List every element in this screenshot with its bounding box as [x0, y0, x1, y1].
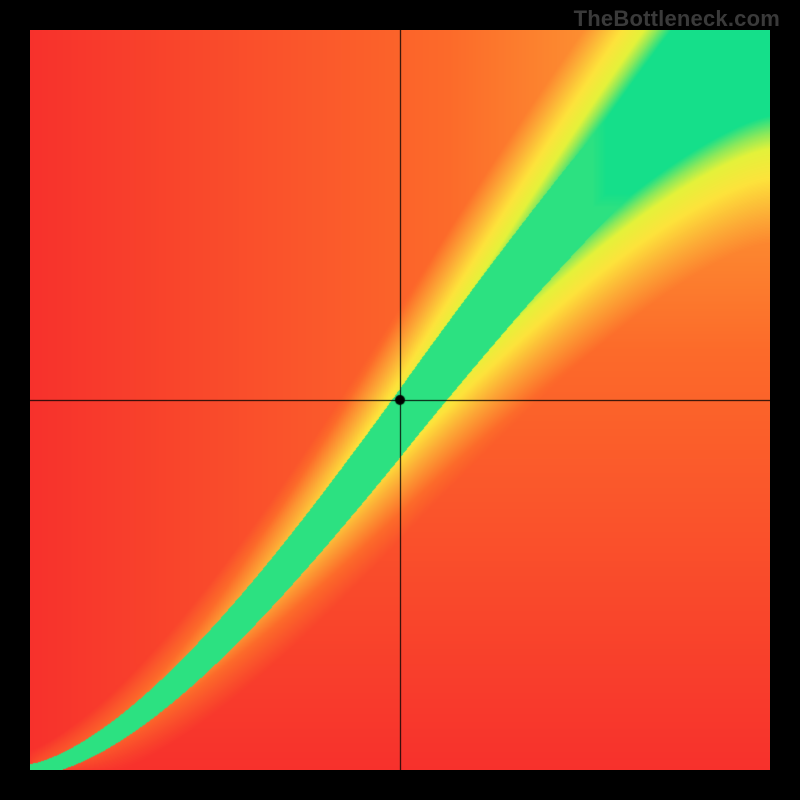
- bottleneck-heatmap: [30, 30, 770, 770]
- plot-frame: [30, 30, 770, 770]
- watermark: TheBottleneck.com: [574, 6, 780, 32]
- chart-container: TheBottleneck.com: [0, 0, 800, 800]
